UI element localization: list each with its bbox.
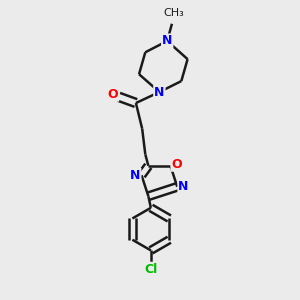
Text: N: N: [130, 169, 140, 182]
Text: Cl: Cl: [144, 263, 158, 276]
Text: O: O: [171, 158, 182, 171]
Text: N: N: [154, 85, 165, 99]
Text: CH₃: CH₃: [163, 8, 184, 18]
Text: O: O: [108, 88, 118, 101]
Text: N: N: [162, 34, 172, 47]
Text: N: N: [178, 180, 189, 193]
